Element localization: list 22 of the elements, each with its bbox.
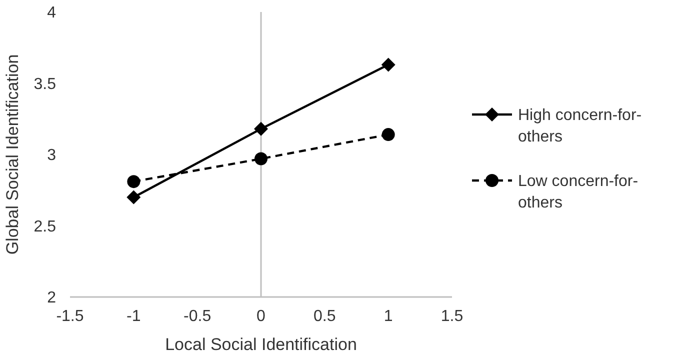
legend-label: High concern-for-others bbox=[518, 107, 642, 146]
y-tick-label: 3 bbox=[47, 147, 56, 164]
x-tick-label: -1 bbox=[126, 308, 141, 325]
x-tick-label: 0 bbox=[256, 308, 266, 325]
x-tick-label: 0.5 bbox=[314, 308, 336, 325]
y-axis-title: Global Social Identification bbox=[3, 54, 22, 255]
x-tick-label: 1 bbox=[384, 308, 393, 325]
y-tick-label: 3.5 bbox=[34, 76, 56, 93]
y-tick-label: 2.5 bbox=[34, 218, 56, 236]
point bbox=[381, 58, 396, 72]
y-tick-label: 4 bbox=[47, 4, 56, 22]
x-tick-label: -1.5 bbox=[56, 308, 84, 325]
y-tick-label: 2 bbox=[47, 290, 56, 307]
point bbox=[254, 152, 268, 166]
point bbox=[126, 190, 141, 204]
x-tick-label: -0.5 bbox=[184, 308, 212, 325]
x-tick-label: 1.5 bbox=[440, 308, 464, 325]
x-axis-title: Local Social Identification bbox=[165, 335, 357, 354]
point bbox=[254, 122, 268, 136]
point bbox=[127, 175, 140, 188]
point bbox=[382, 128, 395, 142]
legend-label: Low concern-for-others bbox=[518, 173, 638, 212]
